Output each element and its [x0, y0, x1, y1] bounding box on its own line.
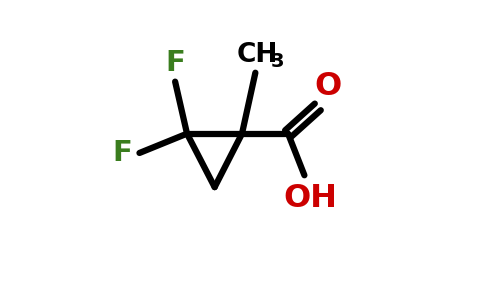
- Text: OH: OH: [283, 183, 337, 214]
- Text: CH: CH: [236, 42, 277, 68]
- Text: F: F: [112, 139, 132, 167]
- Text: F: F: [165, 49, 185, 77]
- Text: 3: 3: [271, 52, 284, 71]
- Text: O: O: [315, 71, 342, 102]
